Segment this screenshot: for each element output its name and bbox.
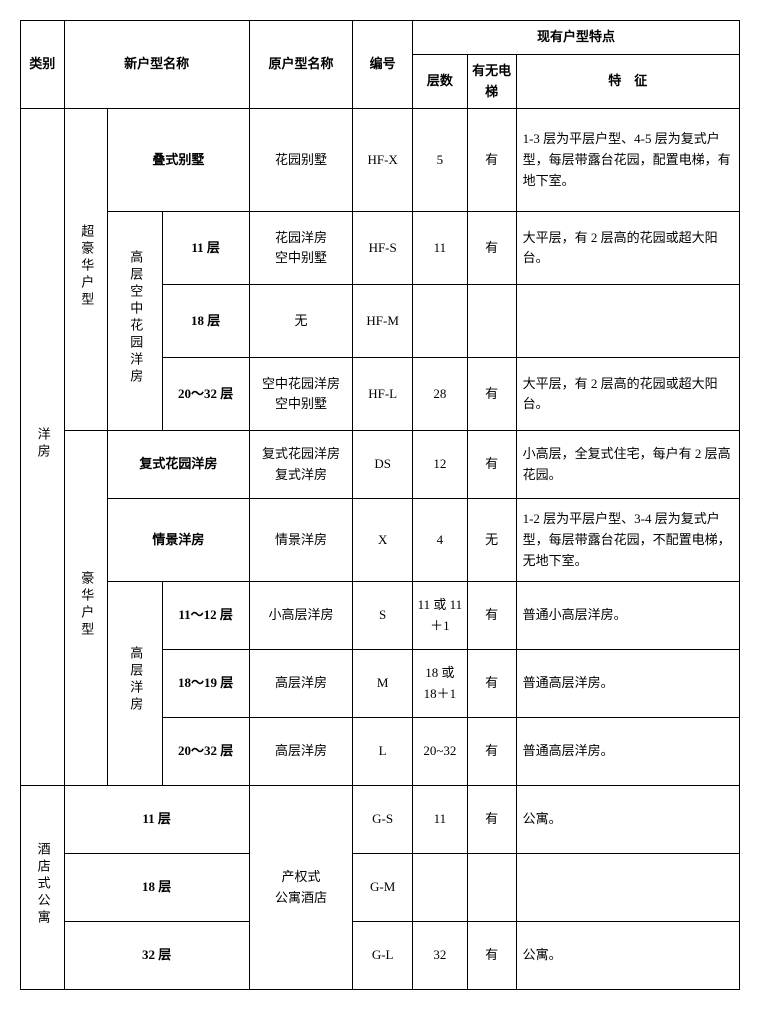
floors-a11: 11 — [413, 786, 467, 854]
elev-y5: 有 — [467, 582, 516, 650]
name-h1819: 18～19 层 — [162, 650, 249, 718]
code-gl: G-L — [353, 922, 413, 990]
elev-y2: 有 — [467, 212, 516, 285]
name-18f: 18 层 — [162, 285, 249, 358]
elev-y3: 有 — [467, 358, 516, 431]
code-hfs: HF-S — [353, 212, 413, 285]
row-h1112: 高层洋房 11～12 层 小高层洋房 S 11 或 11＋1 有 普通小高层洋房… — [21, 582, 740, 650]
floors-h1819: 18 或 18＋1 — [413, 650, 467, 718]
hdr-category: 类别 — [21, 21, 65, 109]
orig-2032f: 空中花园洋房 空中别墅 — [249, 358, 352, 431]
code-hfx: HF-X — [353, 109, 413, 212]
row-a32: 32 层 G-L 32 有 公寓。 — [21, 922, 740, 990]
feat-11: 大平层，有 2 层高的花园或超大阳台。 — [516, 212, 739, 285]
sub-lux: 豪华户型 — [64, 431, 108, 786]
floors-11: 11 — [413, 212, 467, 285]
code-ds: DS — [353, 431, 413, 499]
orig-garden-villa: 花园别墅 — [249, 109, 352, 212]
code-s: S — [353, 582, 413, 650]
code-gs: G-S — [353, 786, 413, 854]
code-hfl: HF-L — [353, 358, 413, 431]
floors-28: 28 — [413, 358, 467, 431]
feat-scene: 1-2 层为平层户型、3-4 层为复式户型，每层带露台花园，不配置电梯，无地下室… — [516, 499, 739, 582]
row-scene: 情景洋房 情景洋房 X 4 无 1-2 层为平层户型、3-4 层为复式户型，每层… — [21, 499, 740, 582]
name-duplex: 复式花园洋房 — [108, 431, 250, 499]
name-scene: 情景洋房 — [108, 499, 250, 582]
code-hfm: HF-M — [353, 285, 413, 358]
elev-y8: 有 — [467, 786, 516, 854]
orig-h1819: 高层洋房 — [249, 650, 352, 718]
code-m: M — [353, 650, 413, 718]
name-stacked-villa: 叠式别墅 — [108, 109, 250, 212]
feat-a11: 公寓。 — [516, 786, 739, 854]
orig-11f: 花园洋房 空中别墅 — [249, 212, 352, 285]
code-x: X — [353, 499, 413, 582]
elev-18e — [467, 285, 516, 358]
orig-scene: 情景洋房 — [249, 499, 352, 582]
elev-y1: 有 — [467, 109, 516, 212]
floors-12: 12 — [413, 431, 467, 499]
feat-h1819: 普通高层洋房。 — [516, 650, 739, 718]
feat-18e — [516, 285, 739, 358]
hdr-code: 编号 — [353, 21, 413, 109]
name-h1112: 11～12 层 — [162, 582, 249, 650]
name-h2032: 20～32 层 — [162, 718, 249, 786]
feat-h1112: 普通小高层洋房。 — [516, 582, 739, 650]
elev-y7: 有 — [467, 718, 516, 786]
orig-h1112: 小高层洋房 — [249, 582, 352, 650]
floors-a32: 32 — [413, 922, 467, 990]
floors-5: 5 — [413, 109, 467, 212]
elev-y6: 有 — [467, 650, 516, 718]
floors-18e — [413, 285, 467, 358]
row-stacked-villa: 洋房 超豪华户型 叠式别墅 花园别墅 HF-X 5 有 1-3 层为平层户型、4… — [21, 109, 740, 212]
feat-a32: 公寓。 — [516, 922, 739, 990]
hdr-features-group: 现有户型特点 — [413, 21, 740, 55]
row-a11: 酒店式公寓 11 层 产权式 公寓酒店 G-S 11 有 公寓。 — [21, 786, 740, 854]
row-duplex: 豪华户型 复式花园洋房 复式花园洋房 复式洋房 DS 12 有 小高层，全复式住… — [21, 431, 740, 499]
hdr-elevator: 有无电梯 — [467, 54, 516, 109]
hdr-new-name: 新户型名称 — [64, 21, 249, 109]
elev-y4: 有 — [467, 431, 516, 499]
sub-ultra-lux: 超豪华户型 — [64, 109, 108, 431]
row-sky-11: 高层空中花园洋房 11 层 花园洋房 空中别墅 HF-S 11 有 大平层，有 … — [21, 212, 740, 285]
header-row-1: 类别 新户型名称 原户型名称 编号 现有户型特点 — [21, 21, 740, 55]
feat-2032: 大平层，有 2 层高的花园或超大阳台。 — [516, 358, 739, 431]
cat-yangfang: 洋房 — [21, 109, 65, 786]
name-a11: 11 层 — [64, 786, 249, 854]
floors-h1112: 11 或 11＋1 — [413, 582, 467, 650]
feat-duplex: 小高层，全复式住宅，每户有 2 层高花园。 — [516, 431, 739, 499]
elev-y9: 有 — [467, 922, 516, 990]
floors-4: 4 — [413, 499, 467, 582]
code-l: L — [353, 718, 413, 786]
group-highrise: 高层洋房 — [108, 582, 162, 786]
name-a32: 32 层 — [64, 922, 249, 990]
hdr-floors: 层数 — [413, 54, 467, 109]
feat-h2032: 普通高层洋房。 — [516, 718, 739, 786]
name-11f: 11 层 — [162, 212, 249, 285]
floors-h2032: 20~32 — [413, 718, 467, 786]
orig-18f: 无 — [249, 285, 352, 358]
orig-h2032: 高层洋房 — [249, 718, 352, 786]
elev-n1: 无 — [467, 499, 516, 582]
feat-sv: 1-3 层为平层户型、4-5 层为复式户型，每层带露台花园，配置电梯，有地下室。 — [516, 109, 739, 212]
hdr-feature: 特 征 — [516, 54, 739, 109]
unit-type-table: 类别 新户型名称 原户型名称 编号 现有户型特点 层数 有无电梯 特 征 洋房 … — [20, 20, 740, 990]
hdr-orig-name: 原户型名称 — [249, 21, 352, 109]
group-sky-garden: 高层空中花园洋房 — [108, 212, 162, 431]
orig-duplex: 复式花园洋房 复式洋房 — [249, 431, 352, 499]
name-2032f: 20～32 层 — [162, 358, 249, 431]
